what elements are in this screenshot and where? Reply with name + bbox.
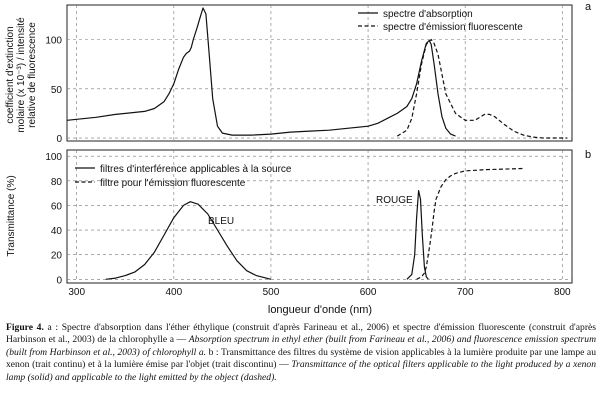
- panel-b-ytick-label: 80: [51, 177, 63, 188]
- panel-a-frame: [66, 4, 573, 142]
- panel-b-ytick-label: 0: [56, 275, 62, 286]
- legend-absorption: spectre d'absorption: [383, 9, 473, 20]
- panel-b-ylabel: Transmittance (%): [6, 175, 17, 256]
- emission-spectrum-line: [396, 38, 568, 139]
- emission-filter-line: [416, 167, 524, 280]
- panel-b-ytick-label: 100: [45, 152, 62, 163]
- panel-a-ytick-label: 0: [56, 134, 62, 145]
- annotation-rouge: ROUGE: [376, 195, 413, 206]
- panel-b: b Transmittance (%) longueur d'onde (nm)…: [6, 149, 591, 316]
- caption-english-a: Absorption spectrum in ethyl ether (buil…: [6, 334, 596, 358]
- panel-b-xtick-label: 700: [457, 287, 474, 298]
- panel-a-ylabel-line-2: molaire (x 10⁻³) / intensité: [16, 17, 27, 133]
- panel-b-series: [105, 167, 524, 280]
- panel-b-xlabel: longueur d'onde (nm): [268, 304, 372, 316]
- panel-a-legend: spectre d'absorption spectre d'émission …: [358, 9, 523, 33]
- panel-a-label: a: [585, 1, 592, 13]
- blue-filter-line: [105, 201, 272, 280]
- panel-b-xtick-label: 600: [360, 287, 377, 298]
- panel-a-series: [66, 7, 568, 139]
- caption-figure-label: Figure 4.: [6, 322, 44, 333]
- caption-french-a: a : Spectre d'absorption dans l'éther ét…: [6, 322, 597, 346]
- panel-b-frame: [66, 149, 573, 284]
- legend-emission: spectre d'émission fluorescente: [383, 22, 523, 33]
- caption-english-b: Transmittance of the optical filters app…: [6, 359, 596, 383]
- panel-a-ylabel-line-3: relative de fluorescence: [27, 22, 38, 128]
- figure-charts: a coefficient d'extinction molaire (x 10…: [5, 1, 592, 316]
- legend-emission-filter: filtre pour l'émission fluorescente: [100, 178, 246, 189]
- panel-b-ytick-label: 60: [51, 201, 63, 212]
- panel-a: a coefficient d'extinction molaire (x 10…: [5, 1, 592, 145]
- panel-a-ylabel-line-1: coefficient d'extinction: [5, 26, 16, 123]
- panel-b-ytick-label: 20: [51, 251, 63, 262]
- panel-a-ytick-label: 50: [51, 85, 63, 96]
- figure-caption: Figure 4. a : Spectre d'absorption dans …: [6, 322, 596, 384]
- panel-a-grid: [67, 5, 572, 141]
- panel-b-xtick-label: 800: [554, 287, 571, 298]
- panel-b-xtick-label: 400: [165, 287, 182, 298]
- panel-b-axis-ticks: 0 20 40 60 80 100 300 400 500 600 700 800: [45, 152, 571, 298]
- caption-french-b: b : Transmittance des filtres du système…: [6, 346, 596, 371]
- panel-b-label: b: [585, 149, 591, 161]
- panel-b-xtick-label: 500: [263, 287, 280, 298]
- panel-a-ytick-label: 100: [45, 35, 62, 46]
- absorption-spectrum-line: [66, 7, 456, 137]
- legend-interference-filters: filtres d'interférence applicables à la …: [100, 164, 292, 175]
- panel-b-legend: filtres d'interférence applicables à la …: [75, 164, 292, 189]
- panel-b-xtick-label: 300: [68, 287, 85, 298]
- panel-a-y-ticks: 0 50 100: [45, 35, 62, 145]
- red-filter-line: [406, 190, 429, 280]
- panel-b-grid: [67, 150, 572, 283]
- annotation-bleu: BLEU: [208, 216, 234, 227]
- panel-b-ytick-label: 40: [51, 226, 63, 237]
